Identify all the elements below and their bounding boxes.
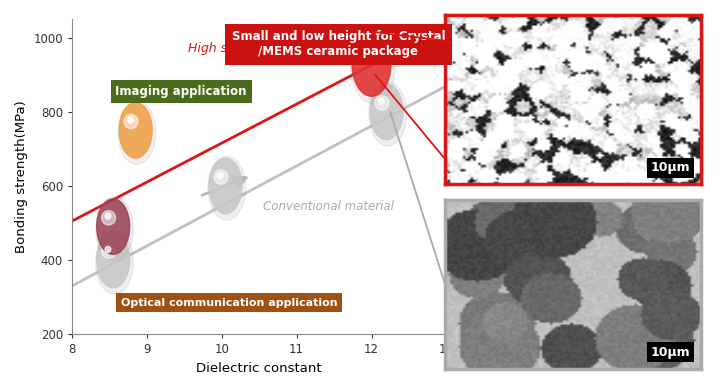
Ellipse shape: [369, 82, 407, 146]
Ellipse shape: [96, 232, 130, 288]
Ellipse shape: [105, 213, 111, 219]
Ellipse shape: [96, 197, 133, 261]
Y-axis label: Bonding strength(MPa): Bonding strength(MPa): [15, 100, 28, 253]
Ellipse shape: [118, 101, 156, 164]
Text: 10μm: 10μm: [651, 161, 690, 174]
Ellipse shape: [127, 117, 133, 123]
Text: Conventional material: Conventional material: [263, 200, 394, 213]
Text: Imaging application: Imaging application: [115, 85, 247, 98]
Text: High strength material: High strength material: [188, 42, 330, 55]
Ellipse shape: [102, 244, 116, 258]
Text: 10μm: 10μm: [651, 346, 690, 359]
Ellipse shape: [351, 29, 395, 104]
Ellipse shape: [375, 96, 389, 110]
Ellipse shape: [378, 98, 384, 104]
Ellipse shape: [96, 230, 133, 294]
Ellipse shape: [358, 45, 374, 62]
Ellipse shape: [209, 158, 242, 214]
Ellipse shape: [96, 199, 130, 255]
Ellipse shape: [362, 48, 369, 55]
Ellipse shape: [105, 247, 111, 253]
X-axis label: Dielectric constant: Dielectric constant: [197, 362, 322, 375]
Ellipse shape: [217, 172, 223, 179]
Ellipse shape: [214, 170, 228, 184]
Text: Optical communication application: Optical communication application: [121, 298, 337, 308]
Ellipse shape: [370, 84, 403, 140]
Ellipse shape: [208, 156, 246, 220]
Text: Small and low height for Crystal
/MEMS ceramic package: Small and low height for Crystal /MEMS c…: [232, 30, 445, 58]
Ellipse shape: [120, 103, 152, 158]
Ellipse shape: [352, 31, 391, 96]
Ellipse shape: [124, 114, 138, 129]
Ellipse shape: [102, 210, 116, 225]
